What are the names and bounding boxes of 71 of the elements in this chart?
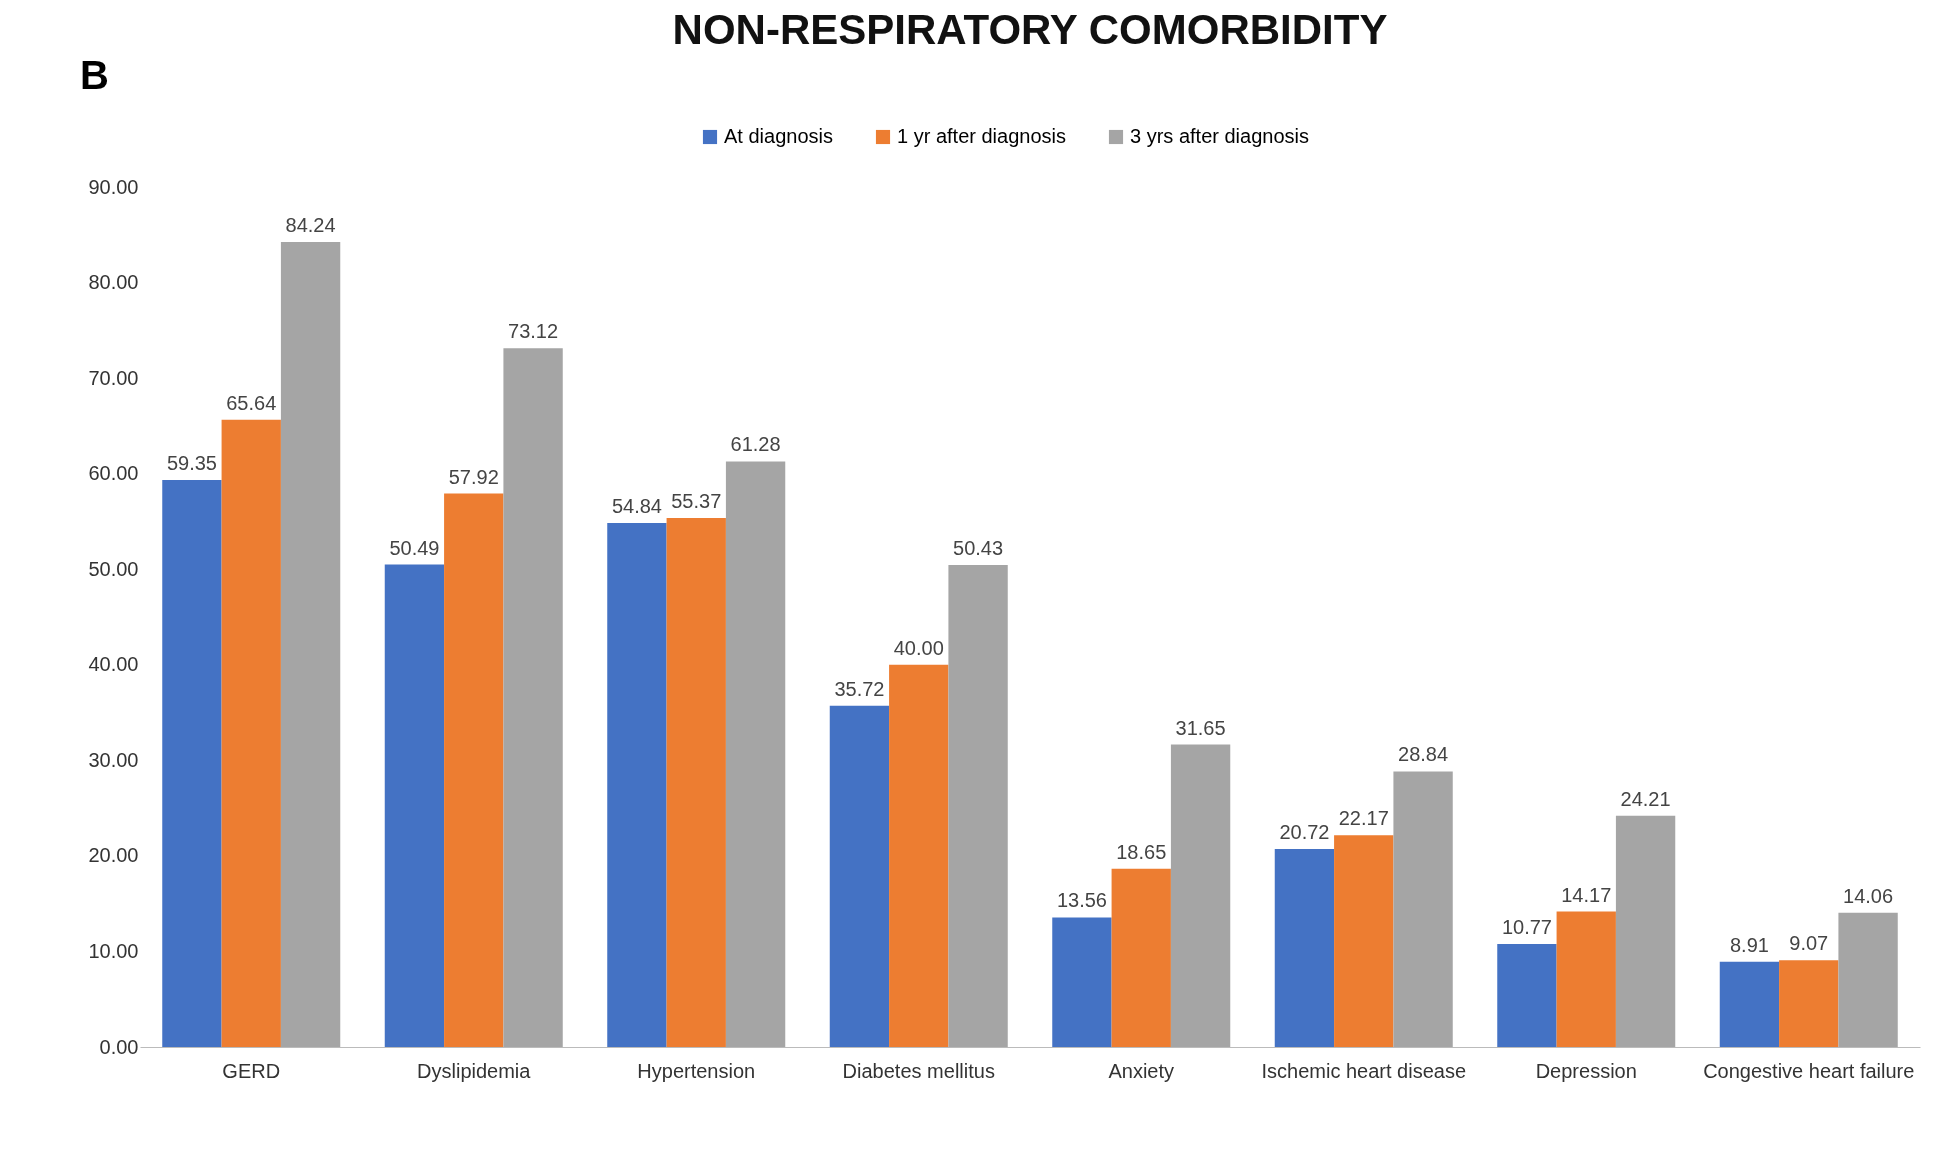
data-label: 50.43: [953, 537, 1004, 560]
data-label: 57.92: [448, 465, 499, 488]
data-label: 14.06: [1843, 884, 1894, 907]
bar: [725, 461, 786, 1047]
data-label: 35.72: [834, 677, 885, 700]
y-tick-label: 10.00: [88, 939, 139, 962]
y-tick-label: 70.00: [88, 366, 139, 389]
x-tick-label: Anxiety: [1108, 1059, 1175, 1082]
data-label: 40.00: [893, 636, 944, 659]
data-label: 28.84: [1398, 743, 1449, 766]
data-label: 13.56: [1056, 889, 1107, 912]
legend-label: At diagnosis: [724, 125, 833, 147]
data-label: 84.24: [285, 214, 336, 237]
bar: [1393, 771, 1453, 1047]
data-label: 9.07: [1789, 932, 1829, 955]
bar: [221, 419, 281, 1047]
y-tick-label: 30.00: [88, 748, 139, 771]
data-label: 31.65: [1175, 716, 1226, 739]
data-label: 14.17: [1561, 883, 1612, 906]
bar: [1556, 911, 1616, 1047]
bar: [503, 348, 563, 1047]
bar: [1615, 815, 1676, 1047]
x-tick-label: Congestive heart failure: [1703, 1059, 1915, 1082]
x-tick-label: Ischemic heart disease: [1261, 1059, 1467, 1082]
chart-title: NON-RESPIRATORY COMORBIDITY: [672, 6, 1388, 53]
data-label: 73.12: [508, 320, 559, 343]
x-tick-label: Dyslipidemia: [417, 1059, 532, 1082]
bar: [384, 564, 445, 1047]
x-tick-label: Hypertension: [637, 1059, 756, 1082]
bar: [1052, 917, 1112, 1047]
bar: [444, 493, 504, 1047]
data-label: 50.49: [389, 536, 440, 559]
text: B: [80, 53, 109, 97]
bar: [1111, 868, 1171, 1047]
data-label: 24.21: [1620, 787, 1671, 810]
bar: [1170, 744, 1231, 1047]
bar: [607, 522, 667, 1047]
data-label: 61.28: [730, 433, 781, 456]
y-tick-label: 40.00: [88, 653, 139, 676]
data-label: 18.65: [1116, 840, 1167, 863]
bar: [1719, 961, 1780, 1047]
bar: [948, 565, 1008, 1047]
bar: [829, 705, 890, 1047]
data-label: 65.64: [226, 391, 277, 414]
y-tick-label: 80.00: [88, 271, 139, 294]
y-tick-label: 90.00: [88, 175, 139, 198]
data-label: 10.77: [1501, 916, 1552, 939]
bar: [1838, 912, 1898, 1047]
bar: [889, 664, 949, 1047]
data-label: 20.72: [1279, 821, 1330, 844]
x-tick-label: GERD: [222, 1059, 281, 1082]
legend-label: 1 yr after diagnosis: [897, 125, 1066, 147]
y-tick-label: 50.00: [88, 557, 139, 580]
bar: [1334, 835, 1394, 1047]
x-tick-label: Depression: [1535, 1059, 1637, 1082]
x-tick-label: Diabetes mellitus: [842, 1059, 995, 1082]
y-tick-label: 60.00: [88, 462, 139, 485]
bar: [1779, 960, 1839, 1047]
data-label: 22.17: [1338, 807, 1389, 830]
y-tick-label: 0.00: [99, 1035, 139, 1058]
data-label: 59.35: [166, 451, 217, 474]
bar: [1497, 944, 1557, 1047]
bar: [162, 479, 222, 1047]
data-label: 54.84: [611, 494, 662, 517]
data-label: 55.37: [671, 489, 722, 512]
bar: [1274, 849, 1335, 1047]
data-label: 8.91: [1729, 933, 1769, 956]
bar: [666, 517, 726, 1047]
legend-label: 3 yrs after diagnosis: [1130, 125, 1309, 147]
y-tick-label: 20.00: [88, 844, 139, 867]
bar: [280, 242, 341, 1047]
